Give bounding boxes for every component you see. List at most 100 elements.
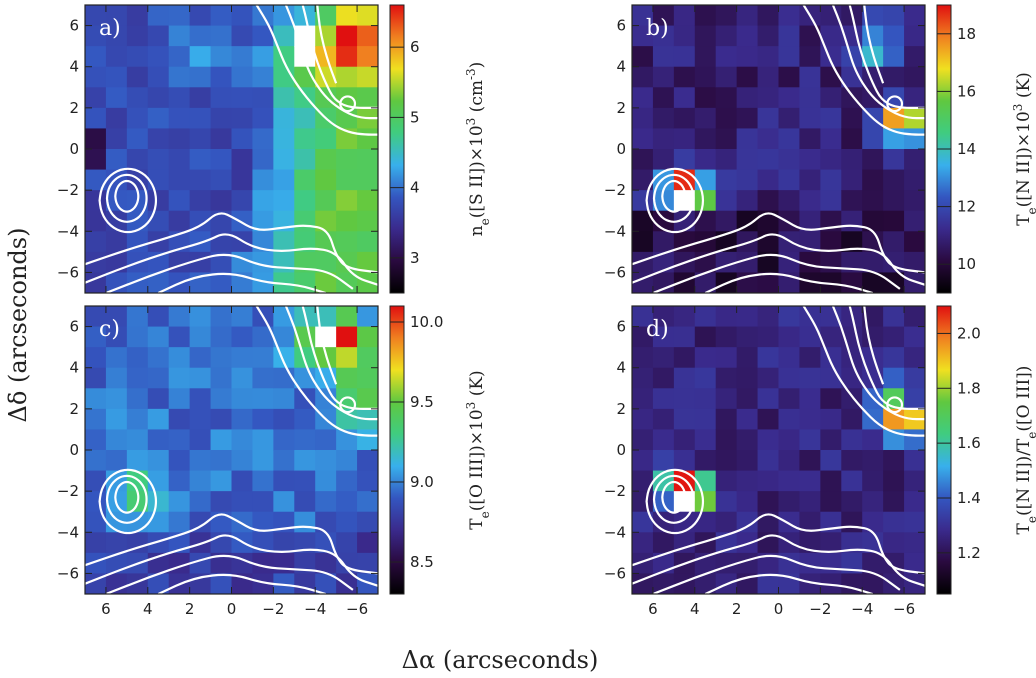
heatmap-cell [673, 326, 696, 348]
heatmap-cell [757, 87, 780, 109]
contours-b [632, 5, 925, 293]
heatmap-cell [694, 272, 717, 293]
heatmap-cell [904, 491, 925, 513]
contour-line [105, 173, 148, 223]
panel-d: −6−4−202466420−2−4−6d)1.21.41.61.82.0Te(… [604, 305, 1036, 618]
heatmap-cell [904, 470, 925, 492]
heatmap-cell [883, 511, 905, 533]
heatmap-cell [210, 326, 233, 348]
heatmap-cell [357, 326, 378, 348]
heatmap-cell [736, 149, 759, 171]
heatmap-cell [126, 532, 149, 554]
heatmap-cell [147, 326, 170, 348]
heatmap-cell [273, 272, 295, 293]
heatmap-cell [820, 388, 842, 410]
heatmap-cell [252, 552, 274, 575]
contour-line [255, 306, 378, 437]
heatmap-cell [632, 429, 654, 451]
heatmap-cell [294, 491, 316, 513]
heatmap-cell [231, 511, 254, 533]
heatmap-cell [862, 470, 884, 492]
x-tick-label: 0 [774, 600, 784, 618]
heatmap-cell [652, 231, 675, 253]
heatmap-cell [632, 5, 654, 27]
contour-line [316, 306, 338, 385]
heatmap-cell [820, 326, 842, 348]
heatmap-cell [357, 429, 378, 451]
heatmap-cell [357, 272, 378, 293]
heatmap-cell [820, 552, 842, 575]
heatmap-cell [273, 107, 295, 130]
heatmap-cell [85, 347, 107, 369]
heatmap-cell [673, 388, 696, 410]
y-tick-label: −2 [57, 181, 79, 199]
heatmap-cell [105, 573, 128, 594]
heatmap-cell [841, 169, 863, 191]
heatmap-cell [357, 573, 378, 594]
heatmap-cell [273, 326, 295, 348]
heatmap-cell [168, 347, 191, 369]
heatmap-cell [168, 46, 191, 68]
contour-line [661, 480, 687, 514]
heatmap-cell [189, 5, 212, 27]
contour-line [652, 474, 695, 524]
heatmap-cell [778, 128, 801, 150]
heatmap-cell [85, 149, 107, 171]
heatmap-cell [85, 408, 107, 431]
contour-line [632, 233, 925, 286]
heatmap-cell [85, 470, 107, 492]
heatmap-cell [673, 429, 696, 451]
heatmap-cell [632, 552, 654, 575]
heatmap-cell [632, 511, 654, 533]
colorbar-label-part: ([N II])×10 [1014, 111, 1034, 207]
heatmap-cell [315, 532, 337, 554]
heatmap-cell [694, 66, 717, 88]
heatmap-cell [147, 347, 170, 369]
heatmap-cell [85, 573, 107, 594]
colorbar-gradient [389, 4, 405, 294]
heatmap-cell [147, 190, 170, 212]
heatmap-cell [294, 573, 316, 594]
heatmap-cell [294, 149, 316, 171]
heatmap-cell [273, 491, 295, 513]
heatmap-cell [904, 210, 925, 232]
heatmap-cell [694, 190, 717, 212]
heatmap-cell [652, 429, 675, 451]
heatmap-cell [210, 66, 233, 88]
heatmap-cell [736, 511, 759, 533]
heatmap-cell [231, 347, 254, 369]
heatmap-cell [273, 87, 295, 109]
heatmap-cell [336, 408, 358, 431]
heatmap-cell [673, 306, 696, 328]
heatmap-cell [715, 87, 738, 109]
colorbar-gradient [936, 305, 952, 595]
heatmap-cell [336, 46, 358, 68]
heatmap-cell [883, 408, 905, 431]
heatmap-cell [820, 87, 842, 109]
colorbar-label-part: 3 [1011, 104, 1025, 112]
colorbar-label: ne([S II])×103 (cm-3) [464, 62, 492, 237]
heatmap-cell [820, 231, 842, 253]
heatmap-cell [315, 470, 337, 492]
heatmap-cell [841, 450, 863, 472]
heatmap-cell [673, 87, 696, 109]
heatmap-cell [252, 408, 274, 431]
heatmap-cell [231, 149, 254, 171]
heatmap-cell [273, 552, 295, 575]
heatmap-cell [85, 190, 107, 212]
y-tick-label: 4 [616, 359, 626, 377]
colorbar-label-part: (K) [467, 370, 487, 401]
y-tick-label: 2 [616, 400, 626, 418]
heatmap-cell [85, 491, 107, 513]
heatmap-cell [799, 470, 821, 492]
heatmap-cell [736, 326, 759, 348]
heatmap-cell [778, 470, 801, 492]
heatmap-cell [904, 306, 925, 328]
heatmap-cell [632, 149, 654, 171]
colorbar-label: Te([O III])×103 (K) [464, 370, 492, 529]
heatmap-cell [841, 210, 863, 232]
heatmap-cell [357, 388, 378, 410]
colorbar-tick-label: 10 [957, 255, 976, 273]
heatmap-cell [904, 552, 925, 575]
heatmap-cell [231, 107, 254, 130]
